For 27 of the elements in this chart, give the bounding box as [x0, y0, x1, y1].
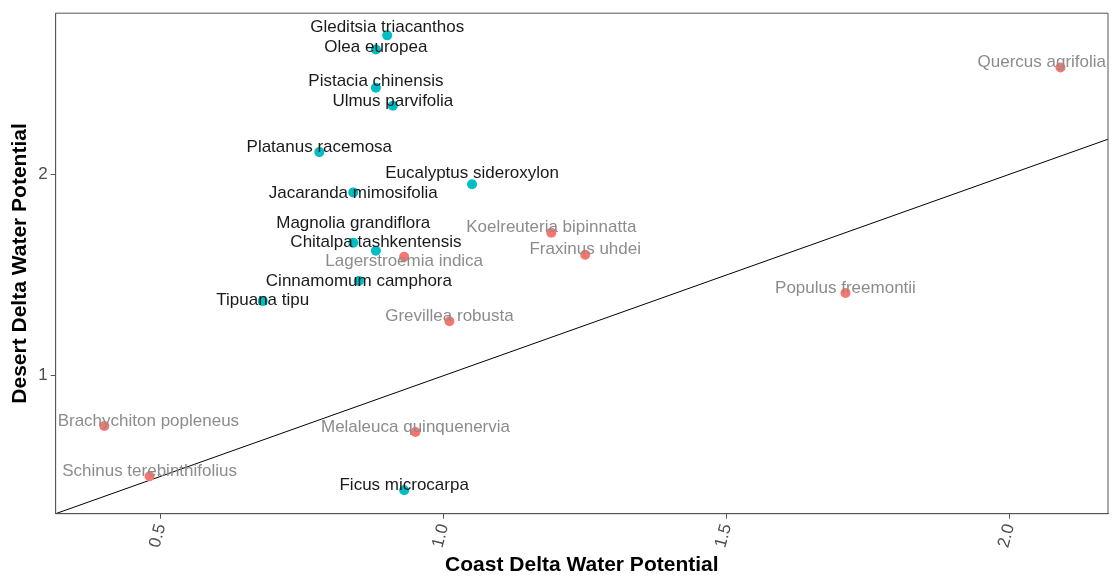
data-label: Eucalyptus sideroxylon	[385, 163, 560, 183]
point	[467, 179, 478, 190]
y-tick-label: 2	[38, 163, 48, 183]
data-label: Ulmus parvifolia	[332, 91, 454, 111]
y-tick-label: 1	[38, 365, 48, 385]
x-tick-label: 1.0	[427, 521, 453, 550]
data-label: Platanus racemosa	[246, 136, 393, 156]
data-label: Pistacia chinensis	[308, 71, 444, 91]
data-label: Jacaranda mimosifolia	[268, 183, 439, 203]
data-label: Koelreuteria bipinnatta	[466, 217, 637, 237]
y-axis-title: Desert Delta Water Potential	[7, 123, 31, 404]
data-label: Melaleuca quinquenervia	[320, 416, 511, 436]
data-label: Chitalpa tashkentensis	[290, 231, 462, 251]
data-label: Quercus agrifolia	[977, 52, 1107, 72]
x-tick-label: 0.5	[144, 521, 170, 550]
x-tick-label: 1.5	[710, 521, 736, 550]
data-label: Brachychiton popleneus	[57, 410, 240, 430]
x-tick-label: 2.0	[993, 521, 1018, 550]
data-label: Ficus microcarpa	[339, 475, 470, 495]
data-label: Gleditsia triacanthos	[310, 17, 465, 37]
data-label: Magnolia grandiflora	[276, 212, 431, 232]
data-label: Fraxinus uhdei	[529, 239, 641, 259]
data-label: Olea europea	[324, 37, 428, 57]
x-axis-title: Coast Delta Water Potential	[445, 552, 719, 576]
data-label: Populus freemontii	[775, 277, 916, 297]
data-label: Grevillea robusta	[385, 305, 515, 325]
data-label: Lagerstroemia indica	[325, 250, 484, 270]
